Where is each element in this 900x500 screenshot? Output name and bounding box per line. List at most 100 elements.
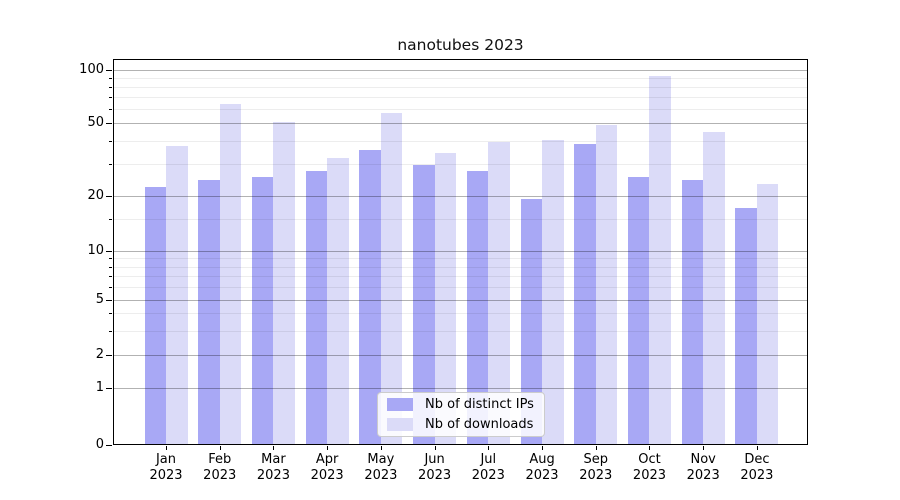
bar-distinct-ips-dec <box>735 207 757 444</box>
bar-distinct-ips-oct <box>627 177 650 444</box>
minor-gridline-70 <box>114 97 807 99</box>
y-tick-label-20: 20 <box>87 188 104 203</box>
bar-downloads-may <box>380 113 403 444</box>
bar-distinct-ips-sep <box>574 143 596 444</box>
y-minor-tick-mark-90 <box>109 78 112 80</box>
x-tick-label-jun: Jun 2023 <box>418 452 452 483</box>
legend-swatch-distinct-ips <box>387 398 413 411</box>
y-tick-mark-0 <box>106 445 112 446</box>
bar-distinct-ips-jan <box>144 187 166 444</box>
major-gridline-1 <box>114 388 807 389</box>
bar-distinct-ips-nov <box>681 180 704 444</box>
minor-gridline-15 <box>114 218 807 220</box>
major-gridline-10 <box>114 251 807 252</box>
bar-distinct-ips-aug <box>520 199 543 444</box>
x-tick-mark-apr <box>327 446 329 450</box>
bar-downloads-aug <box>542 139 564 444</box>
x-tick-label-sep: Sep 2023 <box>579 452 613 483</box>
legend-row-downloads: Nb of downloads <box>387 417 535 433</box>
x-tick-label-feb: Feb 2023 <box>203 452 237 483</box>
y-tick-label-5: 5 <box>95 292 104 307</box>
y-minor-tick-mark-9 <box>109 258 112 260</box>
plot-area <box>113 59 808 445</box>
major-gridline-50 <box>114 123 807 124</box>
bar-distinct-ips-jul <box>466 171 489 444</box>
bar-downloads-sep <box>595 125 618 444</box>
bar-downloads-feb <box>219 104 242 444</box>
minor-gridline-7 <box>114 276 807 278</box>
x-tick-mark-oct <box>649 446 651 450</box>
minor-gridline-40 <box>114 140 807 142</box>
bar-downloads-nov <box>703 132 725 444</box>
bar-distinct-ips-apr <box>305 171 328 444</box>
major-gridline-2 <box>114 355 807 356</box>
minor-gridline-80 <box>114 87 807 89</box>
legend-row-distinct-ips: Nb of distinct IPs <box>387 397 535 413</box>
legend-label-downloads: Nb of downloads <box>425 416 534 432</box>
bar-downloads-jun <box>434 152 457 444</box>
x-tick-mark-mar <box>273 446 275 450</box>
x-tick-mark-jan <box>166 446 167 450</box>
x-tick-label-aug: Aug 2023 <box>525 452 559 483</box>
y-tick-label-50: 50 <box>87 115 104 130</box>
y-tick-label-1: 1 <box>95 380 104 395</box>
x-tick-label-jan: Jan 2023 <box>149 452 183 483</box>
y-minor-tick-mark-6 <box>109 287 112 289</box>
y-minor-tick-mark-40 <box>109 140 112 142</box>
y-minor-tick-mark-80 <box>109 87 112 89</box>
y-minor-tick-mark-4 <box>109 313 112 315</box>
x-tick-mark-may <box>380 446 382 450</box>
bar-distinct-ips-feb <box>198 180 220 444</box>
bar-downloads-jul <box>488 141 510 444</box>
y-tick-mark-1 <box>106 388 112 389</box>
y-tick-mark-5 <box>106 300 112 301</box>
minor-gridline-4 <box>114 313 807 315</box>
minor-gridline-30 <box>114 163 807 165</box>
y-minor-tick-mark-30 <box>109 163 112 165</box>
x-tick-label-apr: Apr 2023 <box>310 452 344 483</box>
minor-gridline-3 <box>114 330 807 332</box>
x-tick-label-may: May 2023 <box>364 452 398 483</box>
major-gridline-20 <box>114 196 807 197</box>
x-tick-mark-sep <box>595 446 597 450</box>
bar-distinct-ips-mar <box>251 177 274 444</box>
legend-swatch-downloads <box>387 418 413 431</box>
chart-title: nanotubes 2023 <box>397 36 524 54</box>
y-tick-label-2: 2 <box>95 347 104 362</box>
bar-distinct-ips-jun <box>413 165 435 444</box>
minor-gridline-9 <box>114 258 807 260</box>
x-tick-mark-aug <box>542 446 544 450</box>
y-minor-tick-mark-7 <box>109 276 112 278</box>
y-tick-mark-50 <box>106 123 112 124</box>
y-tick-label-100: 100 <box>79 62 104 77</box>
bar-downloads-mar <box>273 122 295 444</box>
minor-gridline-6 <box>114 287 807 289</box>
legend: Nb of distinct IPs Nb of downloads <box>377 392 545 437</box>
bar-downloads-jan <box>166 146 188 444</box>
y-tick-label-10: 10 <box>87 243 104 258</box>
major-gridline-100 <box>114 70 807 71</box>
x-tick-label-mar: Mar 2023 <box>256 452 290 483</box>
x-tick-label-nov: Nov 2023 <box>686 452 720 483</box>
major-gridline-5 <box>114 300 807 301</box>
x-tick-mark-jul <box>488 446 490 450</box>
y-minor-tick-mark-60 <box>109 109 112 111</box>
y-tick-mark-20 <box>106 196 112 197</box>
x-tick-mark-dec <box>756 446 758 450</box>
bar-downloads-apr <box>327 157 349 444</box>
bar-distinct-ips-may <box>359 150 381 444</box>
bar-downloads-dec <box>756 183 779 444</box>
minor-gridline-60 <box>114 109 807 111</box>
x-tick-label-jul: Jul 2023 <box>471 452 505 483</box>
y-tick-mark-2 <box>106 355 112 356</box>
x-tick-label-dec: Dec 2023 <box>740 452 774 483</box>
y-tick-mark-10 <box>106 251 112 252</box>
y-tick-label-0: 0 <box>95 437 104 452</box>
bar-downloads-oct <box>649 76 671 444</box>
y-minor-tick-mark-3 <box>109 330 112 332</box>
minor-gridline-90 <box>114 78 807 80</box>
x-tick-mark-jun <box>434 446 436 450</box>
x-tick-label-oct: Oct 2023 <box>632 452 667 483</box>
y-minor-tick-mark-15 <box>109 218 112 220</box>
